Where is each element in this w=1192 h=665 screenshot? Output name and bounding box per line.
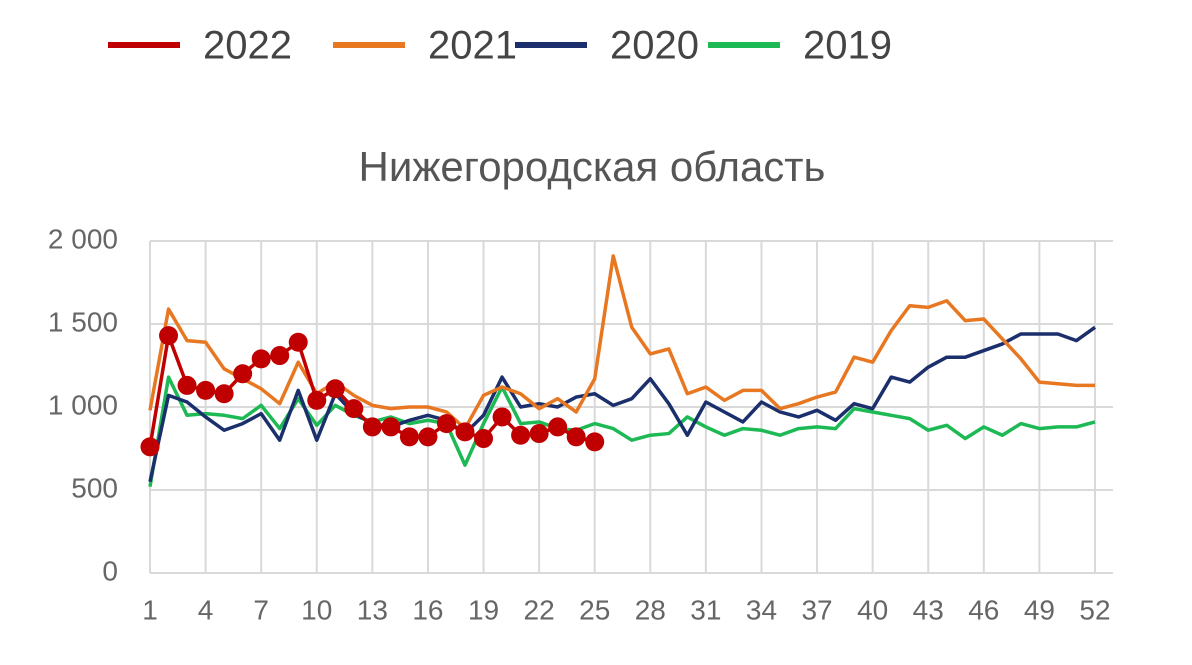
data-point [307, 390, 327, 410]
x-tick-label: 19 [468, 594, 499, 625]
x-tick-label: 43 [913, 594, 944, 625]
data-point [251, 349, 271, 369]
x-tick-label: 7 [253, 594, 269, 625]
data-point [177, 375, 197, 395]
series-line [148, 325, 1097, 483]
legend-label: 2019 [803, 24, 892, 68]
data-point [196, 380, 216, 400]
x-tick-label: 1 [142, 594, 158, 625]
y-tick-label: 0 [102, 555, 118, 586]
data-point [418, 427, 438, 447]
data-point [344, 399, 364, 419]
x-tick-label: 46 [968, 594, 999, 625]
data-point [362, 417, 382, 437]
data-point [492, 407, 512, 427]
x-tick-label: 10 [301, 594, 332, 625]
x-tick-label: 13 [357, 594, 388, 625]
x-tick-label: 16 [412, 594, 443, 625]
data-point [381, 417, 401, 437]
x-tick-label: 25 [579, 594, 610, 625]
data-point [436, 414, 456, 434]
data-point [270, 346, 290, 366]
x-tick-label: 28 [635, 594, 666, 625]
data-point [325, 379, 345, 399]
x-tick-label: 52 [1079, 594, 1110, 625]
x-tick-label: 4 [198, 594, 214, 625]
data-point [288, 332, 308, 352]
y-tick-label: 1 000 [48, 389, 118, 420]
y-tick-label: 1 500 [48, 306, 118, 337]
data-point [233, 364, 253, 384]
x-tick-label: 31 [690, 594, 721, 625]
x-tick-label: 40 [857, 594, 888, 625]
x-tick-label: 22 [524, 594, 555, 625]
series-line [148, 254, 1095, 431]
data-point [548, 417, 568, 437]
data-point [585, 432, 605, 452]
x-tick-label: 37 [801, 594, 832, 625]
x-tick-label: 34 [746, 594, 777, 625]
data-point [474, 429, 494, 449]
data-point [214, 384, 234, 404]
series-line [148, 375, 1096, 487]
y-tick-label: 2 000 [48, 223, 118, 254]
data-point [455, 422, 475, 442]
legend-label: 2020 [610, 24, 699, 68]
x-tick-label: 49 [1024, 594, 1055, 625]
data-point [159, 326, 179, 346]
legend-label: 2021 [428, 24, 517, 68]
data-point [529, 424, 549, 444]
chart-title: Нижегородская область [359, 143, 826, 190]
legend-label: 2022 [203, 24, 292, 68]
data-point [566, 427, 586, 447]
data-point [399, 427, 419, 447]
y-tick-label: 500 [71, 472, 118, 503]
data-point [511, 425, 531, 445]
data-point [140, 437, 160, 457]
